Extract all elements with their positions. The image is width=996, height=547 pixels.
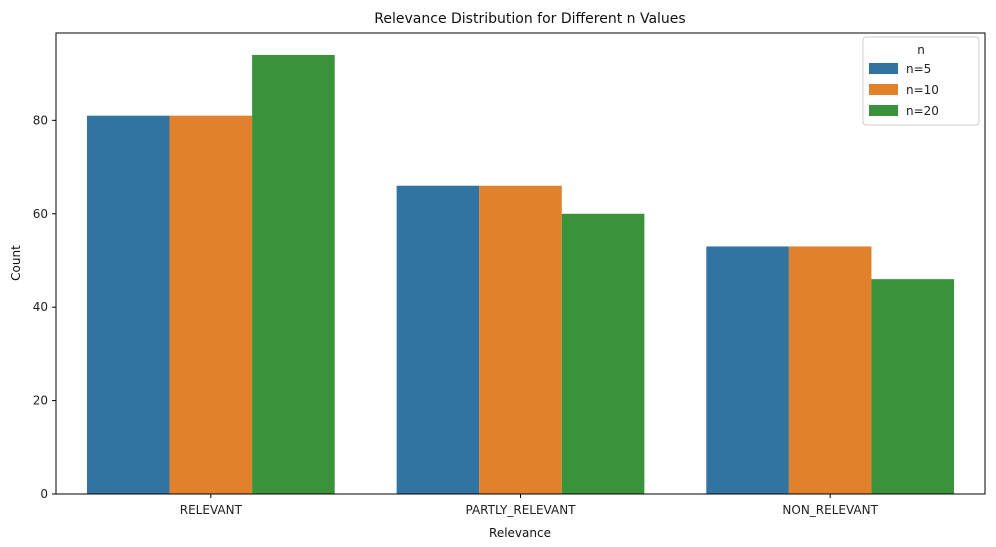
legend-swatch: [869, 105, 898, 116]
bar: [561, 213, 645, 494]
legend-frame: [862, 36, 980, 126]
legend-title: n: [917, 43, 925, 57]
legend-label: n=10: [906, 83, 939, 97]
bar: [871, 279, 955, 494]
bar: [169, 115, 253, 495]
y-tick-label: 80: [33, 113, 48, 127]
legend-swatch: [869, 63, 898, 74]
y-axis-title: Count: [9, 245, 23, 281]
x-tick-label: PARTLY_RELEVANT: [465, 503, 576, 517]
x-axis-title: Relevance: [489, 526, 551, 540]
bar: [788, 246, 872, 494]
legend: n n=5 n=10 n=20: [862, 36, 980, 126]
x-tick-label: NON_RELEVANT: [782, 503, 878, 517]
plot-frame: [55, 32, 986, 495]
bar: [479, 185, 562, 495]
bar: [396, 185, 480, 495]
legend-label: n=20: [906, 104, 939, 118]
legend-label: n=5: [906, 62, 931, 76]
x-tick-label: RELEVANT: [180, 503, 243, 517]
plot-area: RELEVANT PARTLY_RELEVANT NON_RELEVANT 0 20 40…: [33, 54, 955, 517]
legend-swatch: [869, 84, 898, 95]
bar: [86, 115, 170, 495]
y-tick-label: 60: [33, 207, 48, 221]
bar: [252, 54, 335, 494]
y-tick-label: 0: [40, 487, 48, 501]
y-tick-label: 40: [33, 300, 48, 314]
y-tick-label: 20: [33, 394, 48, 408]
bar: [706, 246, 789, 494]
chart-title: Relevance Distribution for Different n V…: [374, 11, 685, 27]
